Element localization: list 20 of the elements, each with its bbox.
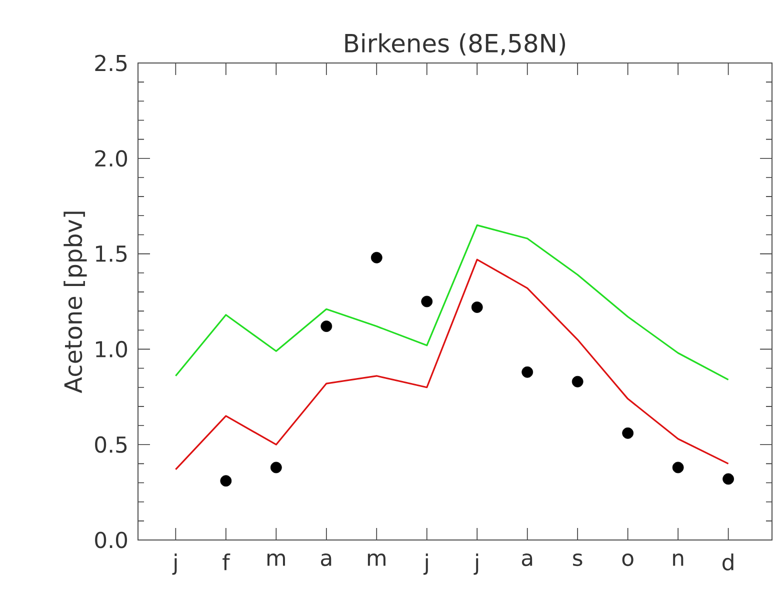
x-tick-label: m: [368, 554, 386, 566]
x-tick-label: a: [522, 554, 532, 566]
y-tick-label: 2.5: [95, 54, 127, 72]
y-tick-label: 0.0: [95, 532, 128, 548]
x-tick-label: f: [222, 554, 230, 570]
x-tick-label: j: [474, 554, 478, 575]
x-tick-label: n: [673, 554, 684, 566]
chart-title: Birkenes (8E,58N): [345, 33, 566, 56]
x-tick-label: m: [267, 554, 285, 566]
x-tick-label: a: [320, 554, 332, 566]
x-tick-label: o: [622, 554, 634, 566]
y-tick-label: 0.5: [95, 436, 127, 453]
x-tick-label: s: [573, 554, 582, 566]
y-tick-label: 1.5: [96, 246, 127, 262]
x-tick-label: d: [722, 554, 734, 570]
y-tick-label: 2.0: [95, 150, 128, 167]
x-tick-label: j: [172, 554, 177, 575]
y-axis-title: Acetone [ppbv]: [64, 212, 87, 394]
y-tick-label: 1.0: [96, 340, 128, 358]
x-tick-label: j: [423, 554, 428, 575]
